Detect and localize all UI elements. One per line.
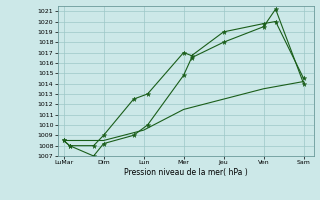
X-axis label: Pression niveau de la mer( hPa ): Pression niveau de la mer( hPa ) <box>124 168 247 177</box>
